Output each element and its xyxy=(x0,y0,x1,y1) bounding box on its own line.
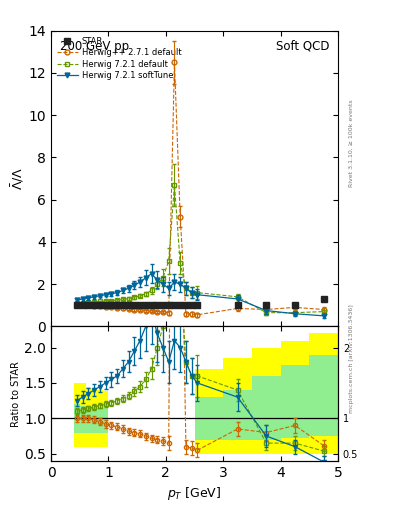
X-axis label: $p_T$ [GeV]: $p_T$ [GeV] xyxy=(167,485,222,502)
Y-axis label: $\bar{\Lambda}/\Lambda$: $\bar{\Lambda}/\Lambda$ xyxy=(9,167,26,190)
Text: Rivet 3.1.10, ≥ 100k events: Rivet 3.1.10, ≥ 100k events xyxy=(349,99,354,187)
Y-axis label: Ratio to STAR: Ratio to STAR xyxy=(11,360,22,426)
Text: Soft QCD: Soft QCD xyxy=(276,39,329,53)
Text: 200 GeV pp: 200 GeV pp xyxy=(60,39,129,53)
Text: mcplots.cern.ch [arXiv:1306.3436]: mcplots.cern.ch [arXiv:1306.3436] xyxy=(349,304,354,413)
Legend: STAR, Herwig++ 2.7.1 default, Herwig 7.2.1 default, Herwig 7.2.1 softTune: STAR, Herwig++ 2.7.1 default, Herwig 7.2… xyxy=(55,35,183,82)
